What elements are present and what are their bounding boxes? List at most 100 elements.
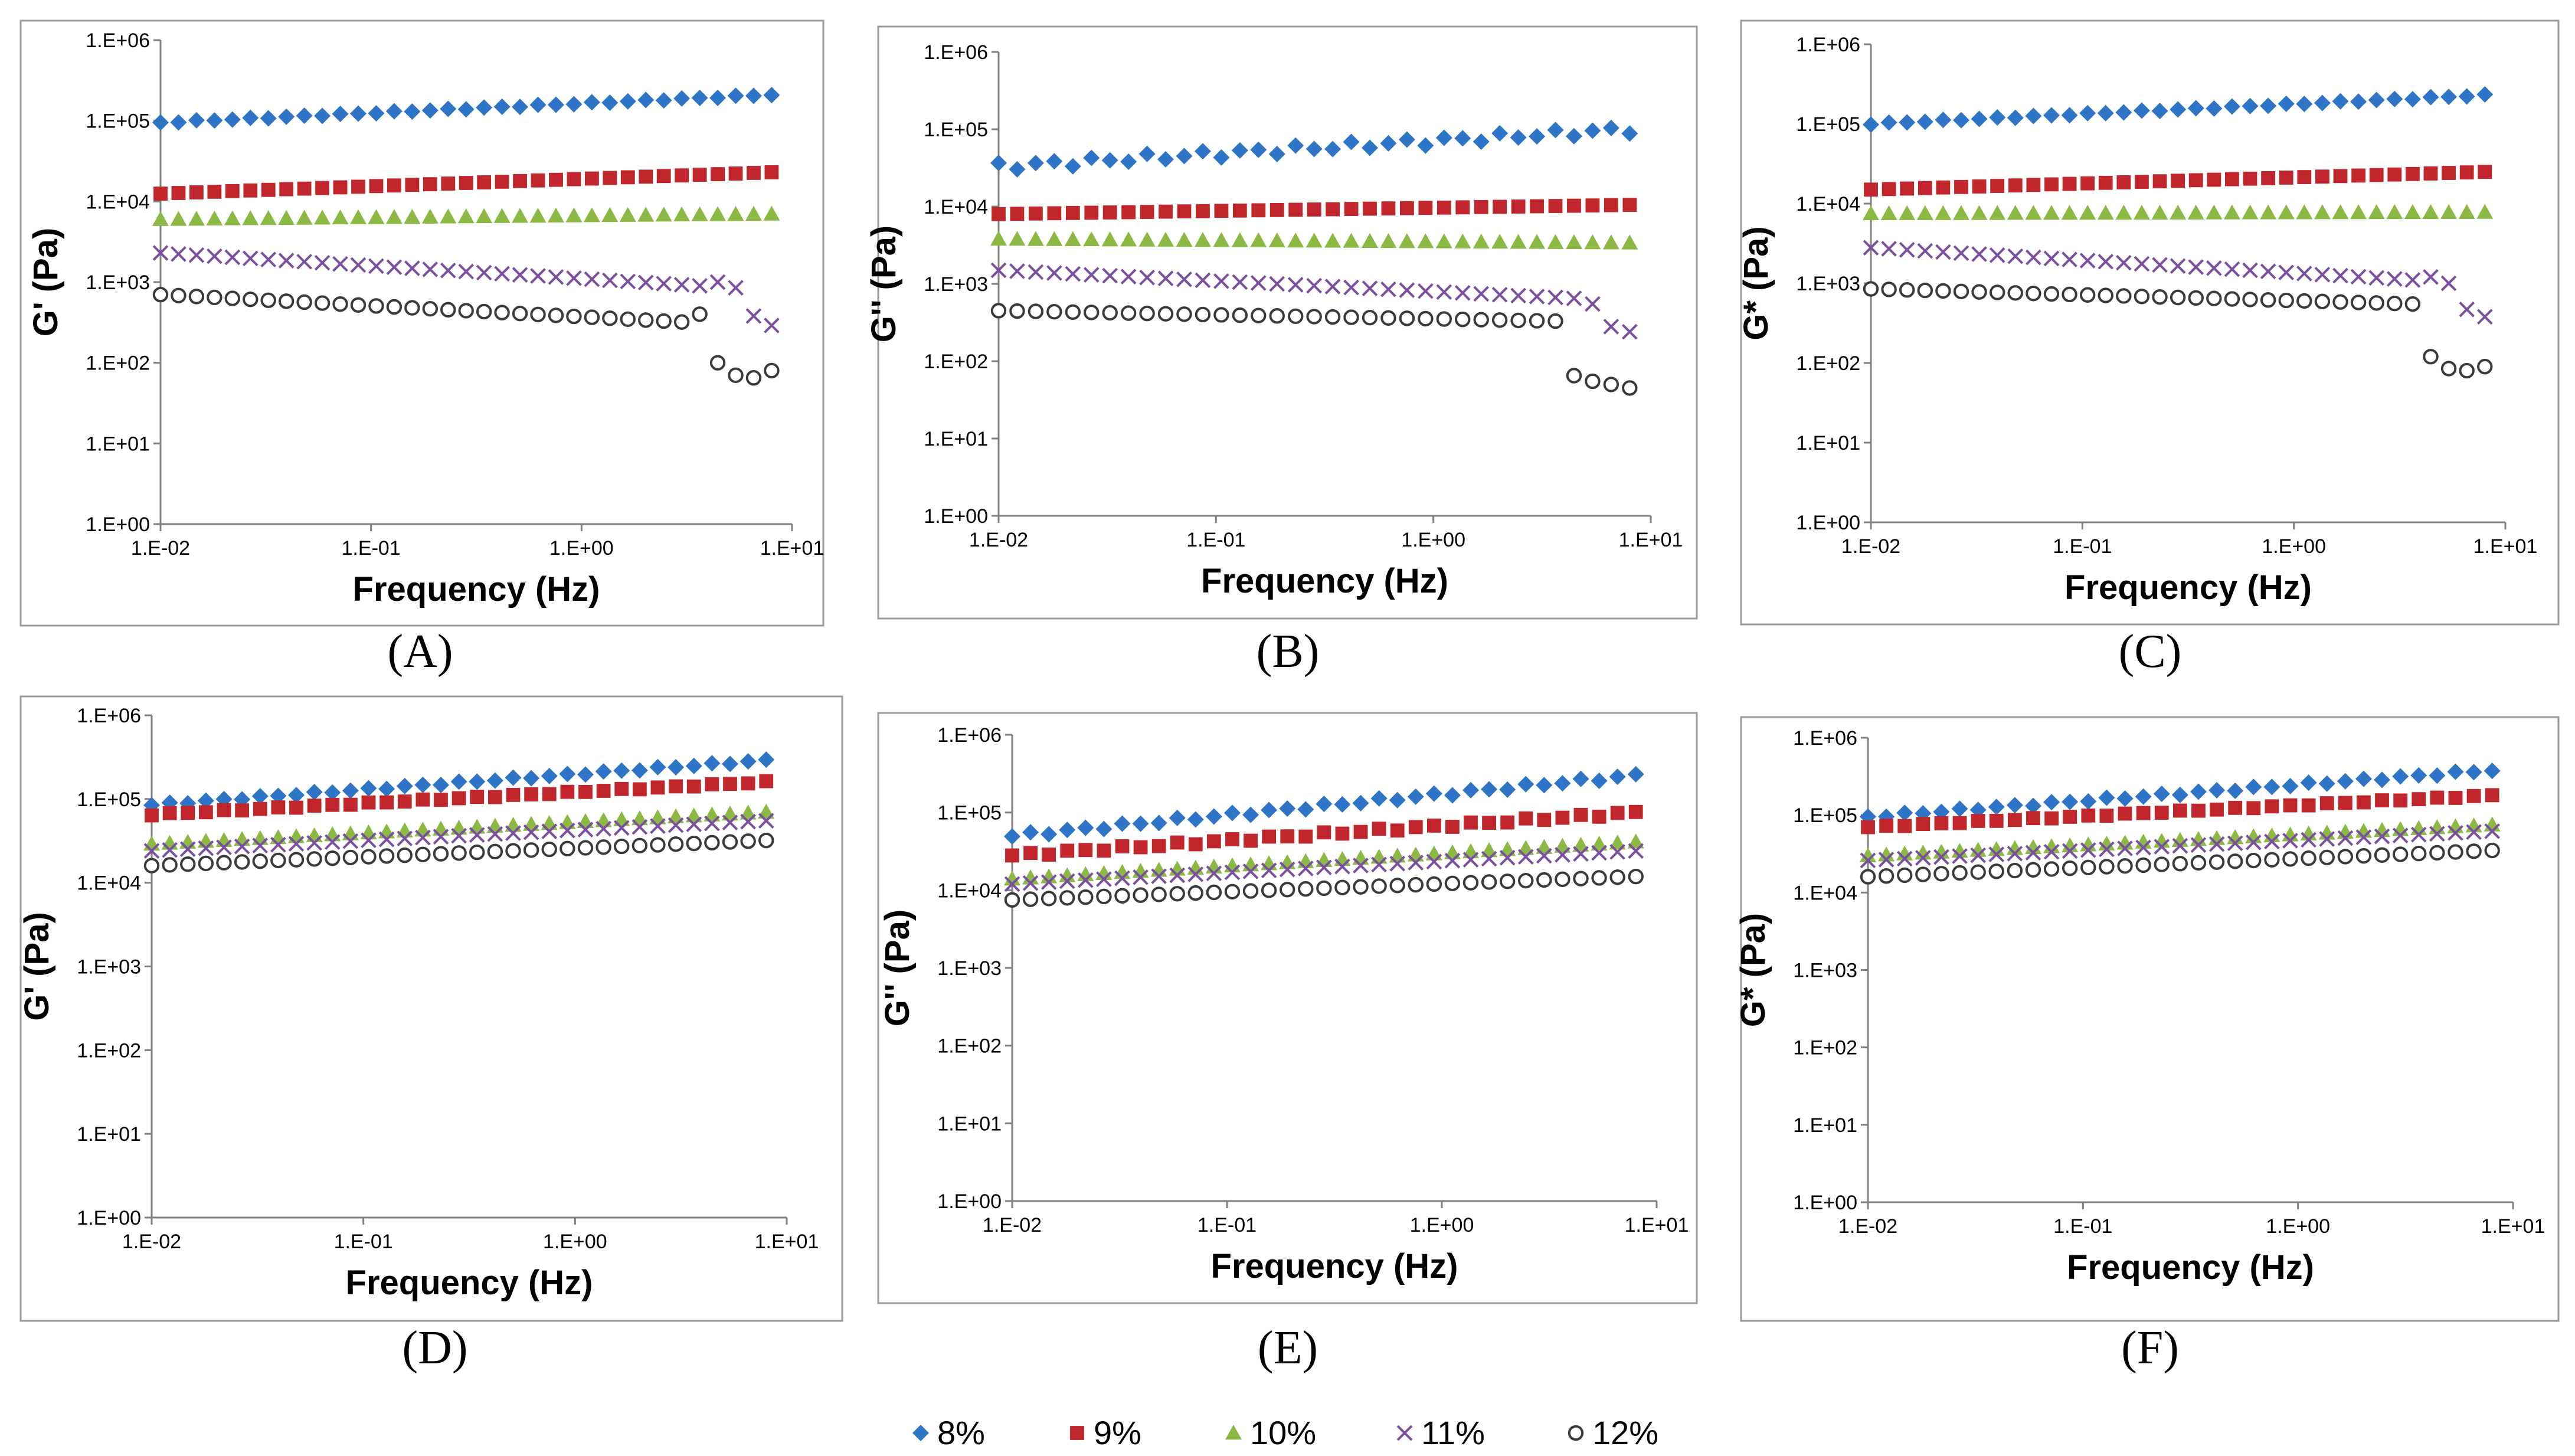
data-point xyxy=(1591,772,1608,789)
data-point xyxy=(595,763,612,780)
x-axis-title: Frequency (Hz) xyxy=(1211,1247,1458,1285)
data-point xyxy=(596,820,611,837)
data-point xyxy=(1573,846,1589,862)
data-point xyxy=(1972,179,1987,194)
y-tick-label: 1.E+05 xyxy=(77,788,141,811)
data-point xyxy=(1592,809,1606,824)
data-point xyxy=(1897,819,1912,833)
data-point xyxy=(1554,837,1571,853)
y-tick-label: 1.E+01 xyxy=(86,433,150,455)
data-point xyxy=(1059,822,1076,839)
data-point xyxy=(1917,282,1933,299)
data-point xyxy=(2368,270,2385,286)
data-point xyxy=(2117,858,2133,874)
data-point xyxy=(2188,290,2204,306)
y-tick-label: 1.E+04 xyxy=(937,879,1002,902)
data-point xyxy=(1436,284,1452,300)
data-point xyxy=(1899,205,1916,220)
data-point xyxy=(1473,312,1489,328)
data-point xyxy=(685,757,702,774)
data-point xyxy=(656,313,672,329)
data-point xyxy=(342,782,359,799)
data-point xyxy=(441,176,456,191)
series-8pct xyxy=(1863,86,2494,133)
data-point xyxy=(1059,873,1075,889)
data-point xyxy=(2206,100,2223,117)
data-point xyxy=(487,843,503,860)
y-tick-label: 1.E+04 xyxy=(1793,882,1857,904)
data-point xyxy=(1621,125,1638,142)
data-point xyxy=(2485,788,2499,803)
data-point xyxy=(385,209,403,224)
data-point xyxy=(1499,873,1516,889)
data-point xyxy=(361,832,377,849)
legend-label: 8% xyxy=(937,1414,985,1451)
chart-panel: 1.E+00 1.E+01 1.E+02 1.E+03 1.E+04 1.E+05 1.E+… xyxy=(18,695,843,1374)
data-point xyxy=(2152,257,2168,273)
data-point xyxy=(404,208,421,224)
data-point xyxy=(296,294,312,310)
data-point xyxy=(197,792,214,809)
data-point xyxy=(476,303,492,320)
panel-label: (C) xyxy=(2119,626,2182,678)
data-point xyxy=(596,839,611,855)
data-point xyxy=(1878,852,1895,868)
data-point xyxy=(170,211,187,226)
data-point xyxy=(2006,797,2023,814)
data-point xyxy=(1970,847,1986,863)
x-tick-label: 1.E-02 xyxy=(1838,1215,1897,1238)
data-point xyxy=(547,207,564,223)
data-point xyxy=(1936,180,1951,195)
data-point xyxy=(2006,840,2023,855)
data-point xyxy=(459,176,473,190)
x-tick-label: 1.E+01 xyxy=(2481,1215,2545,1238)
data-point xyxy=(1114,870,1130,886)
data-point xyxy=(1269,276,1285,292)
y-tick-label: 1.E+06 xyxy=(937,724,1002,747)
data-point xyxy=(686,816,702,832)
data-point xyxy=(2279,171,2293,185)
series-11pct xyxy=(1860,823,2501,869)
x-tick-label: 1.E-01 xyxy=(2053,535,2112,558)
data-point xyxy=(1380,281,1396,297)
data-point xyxy=(486,772,503,789)
data-point xyxy=(2278,264,2295,280)
legend-label: 10% xyxy=(1250,1414,1316,1451)
data-point xyxy=(1362,280,1378,296)
data-point xyxy=(1609,835,1626,850)
data-point xyxy=(656,169,671,184)
data-point xyxy=(1455,200,1470,215)
data-point xyxy=(2315,169,2329,184)
data-point xyxy=(1399,282,1415,299)
data-point xyxy=(1195,272,1211,289)
data-point xyxy=(637,91,655,109)
data-point xyxy=(170,114,187,131)
data-point xyxy=(2079,205,2096,220)
data-point xyxy=(2296,96,2313,113)
data-point xyxy=(2224,291,2240,307)
data-point xyxy=(692,306,708,322)
series-12pct xyxy=(1863,281,2493,379)
data-point xyxy=(1417,233,1434,248)
data-point xyxy=(1244,833,1258,848)
legend-marker xyxy=(1070,1426,1084,1440)
data-point xyxy=(2374,828,2390,845)
data-point xyxy=(1880,205,1897,220)
data-point xyxy=(1231,142,1248,159)
data-point xyxy=(207,289,223,306)
data-point xyxy=(1232,307,1248,323)
data-point xyxy=(711,167,725,181)
data-point xyxy=(1915,845,1932,860)
legend-item: 8% xyxy=(912,1414,985,1451)
data-point xyxy=(541,823,558,840)
data-point xyxy=(1881,241,1897,257)
data-point xyxy=(260,110,277,127)
data-point xyxy=(397,847,413,863)
data-point xyxy=(1935,283,1951,299)
x-axis-title: Frequency (Hz) xyxy=(2067,1248,2314,1287)
data-point xyxy=(620,273,636,290)
data-point xyxy=(1380,135,1397,152)
data-point xyxy=(1491,234,1509,249)
data-point xyxy=(1481,850,1497,867)
data-point xyxy=(243,291,259,307)
